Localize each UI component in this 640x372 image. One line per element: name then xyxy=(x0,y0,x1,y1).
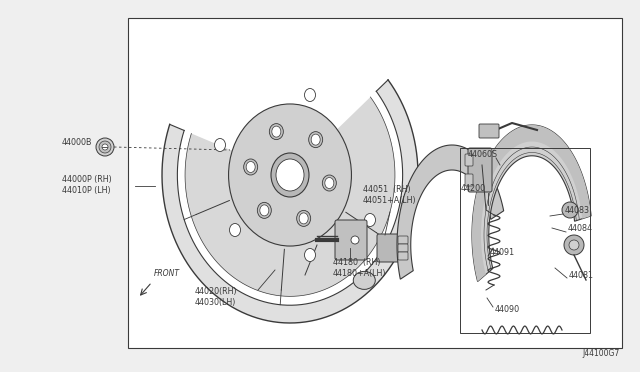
Text: J44100G7: J44100G7 xyxy=(583,349,620,358)
Ellipse shape xyxy=(272,126,281,137)
Ellipse shape xyxy=(305,248,316,262)
Text: 44200: 44200 xyxy=(461,183,486,192)
Circle shape xyxy=(564,235,584,255)
Polygon shape xyxy=(162,80,418,323)
Circle shape xyxy=(96,138,114,156)
FancyBboxPatch shape xyxy=(377,234,403,262)
Text: 44084: 44084 xyxy=(568,224,593,232)
FancyBboxPatch shape xyxy=(479,124,499,138)
Bar xyxy=(460,148,590,333)
Ellipse shape xyxy=(246,161,255,173)
Ellipse shape xyxy=(365,214,376,227)
Text: FRONT: FRONT xyxy=(154,269,180,278)
Text: 44180  (RH)
44180+A(LH): 44180 (RH) 44180+A(LH) xyxy=(333,257,387,278)
FancyBboxPatch shape xyxy=(335,220,367,260)
Circle shape xyxy=(569,240,579,250)
Ellipse shape xyxy=(228,104,351,246)
Text: 44090: 44090 xyxy=(495,305,520,314)
Ellipse shape xyxy=(305,89,316,102)
Ellipse shape xyxy=(276,159,304,191)
FancyBboxPatch shape xyxy=(468,148,492,192)
Polygon shape xyxy=(397,145,504,279)
Ellipse shape xyxy=(351,236,359,244)
Ellipse shape xyxy=(260,205,269,216)
Ellipse shape xyxy=(308,132,323,148)
Ellipse shape xyxy=(325,177,334,189)
FancyBboxPatch shape xyxy=(465,154,473,166)
Ellipse shape xyxy=(230,224,241,237)
Ellipse shape xyxy=(269,124,284,140)
FancyBboxPatch shape xyxy=(398,244,408,252)
Polygon shape xyxy=(472,125,591,282)
Ellipse shape xyxy=(353,272,375,289)
Ellipse shape xyxy=(297,211,310,227)
Ellipse shape xyxy=(323,175,337,191)
Text: 44000B: 44000B xyxy=(62,138,93,147)
FancyBboxPatch shape xyxy=(398,236,408,244)
Circle shape xyxy=(99,141,111,153)
Text: 44081: 44081 xyxy=(569,270,594,279)
Ellipse shape xyxy=(311,134,320,145)
Text: 44020(RH)
44030(LH): 44020(RH) 44030(LH) xyxy=(195,286,237,307)
Text: 44091: 44091 xyxy=(490,247,515,257)
Text: 44060S: 44060S xyxy=(468,150,498,158)
Ellipse shape xyxy=(299,213,308,224)
FancyBboxPatch shape xyxy=(465,174,473,186)
Bar xyxy=(128,18,622,348)
Polygon shape xyxy=(185,97,395,296)
Text: 44083: 44083 xyxy=(565,205,590,215)
Ellipse shape xyxy=(214,138,225,151)
Ellipse shape xyxy=(257,202,271,218)
FancyBboxPatch shape xyxy=(398,252,408,260)
Text: 44051  (RH)
44051+A(LH): 44051 (RH) 44051+A(LH) xyxy=(363,185,417,205)
Polygon shape xyxy=(472,125,591,282)
Ellipse shape xyxy=(271,153,309,197)
Ellipse shape xyxy=(244,159,258,175)
Text: 44000P (RH)
44010P (LH): 44000P (RH) 44010P (LH) xyxy=(62,174,112,195)
Circle shape xyxy=(102,144,108,150)
Circle shape xyxy=(562,202,578,218)
